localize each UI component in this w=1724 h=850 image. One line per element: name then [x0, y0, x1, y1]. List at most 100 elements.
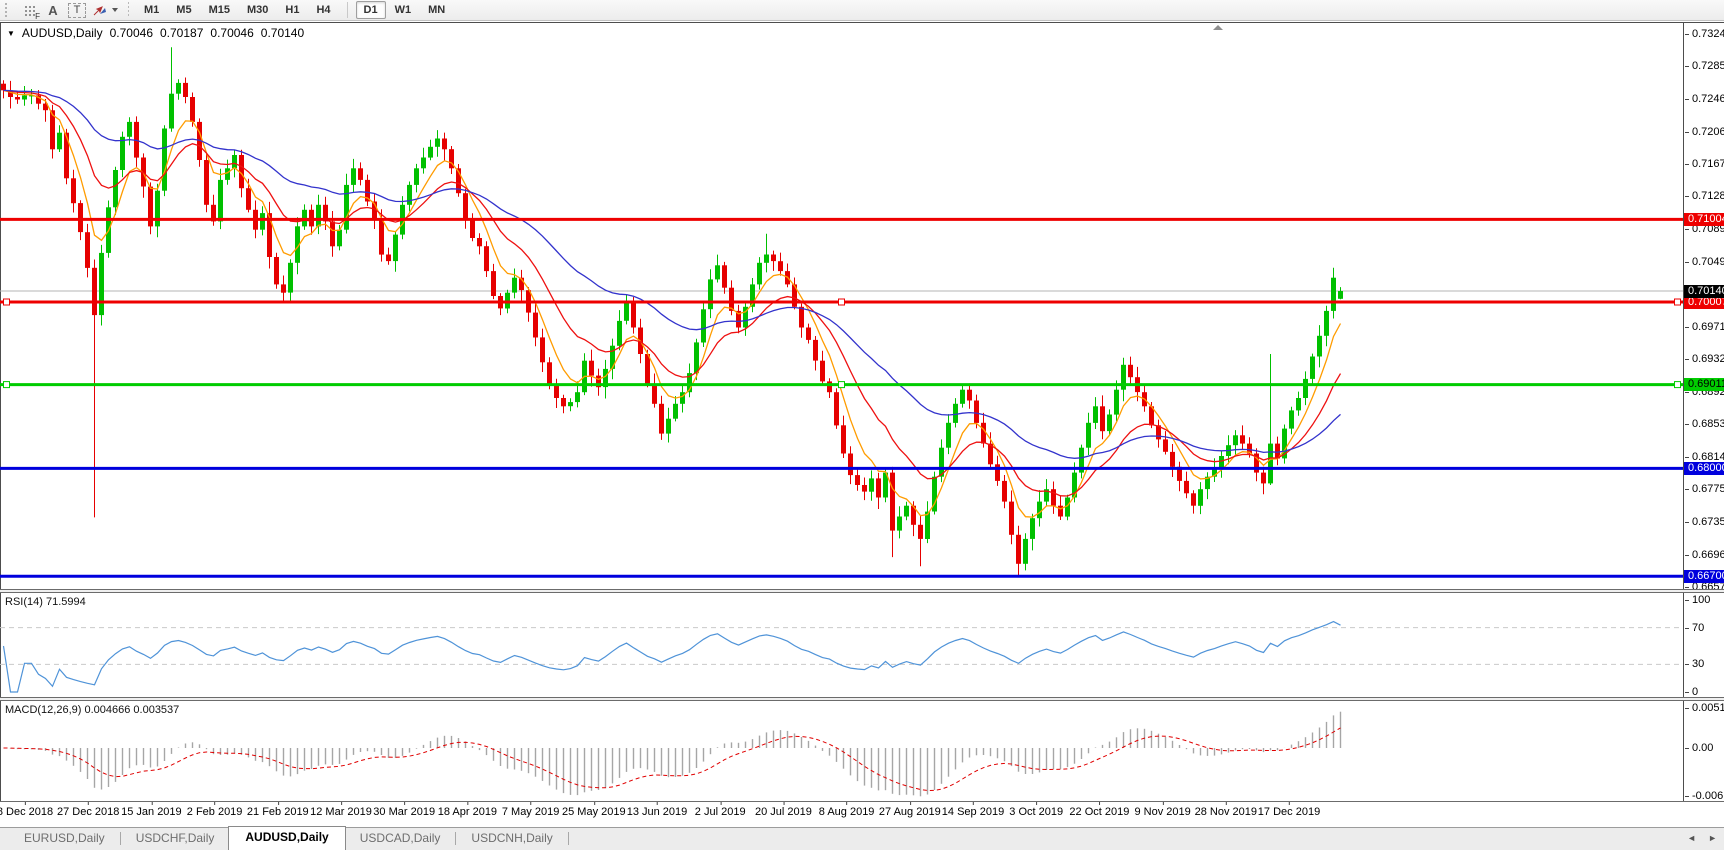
tab-usdcnh-daily[interactable]: USDCNH,Daily — [471, 831, 553, 845]
macd-tick-label: -0.006153 — [1684, 790, 1724, 803]
tf-button-d1[interactable]: D1 — [355, 1, 386, 19]
rsi-tick-label: 100 — [1684, 594, 1724, 607]
macd-tick-label: 0.005181 — [1684, 702, 1724, 715]
date-tick-label: 20 Jul 2019 — [754, 801, 812, 818]
tab-separator — [119, 832, 121, 845]
date-tick-label: 2 Feb 2019 — [186, 801, 243, 818]
macd-pane[interactable] — [0, 701, 1683, 801]
date-tick-label: 27 Dec 2018 — [56, 801, 120, 818]
date-tick-label: 8 Dec 2018 — [0, 801, 53, 818]
tab-audusd-daily[interactable]: AUDUSD,Daily — [228, 826, 346, 850]
text-a-icon[interactable]: A — [48, 2, 58, 18]
ohlc-high: 0.70187 — [160, 26, 204, 40]
tf-button-m15[interactable]: M15 — [208, 4, 230, 16]
tab-eurusd-daily[interactable]: EURUSD,Daily — [24, 831, 105, 845]
date-tick-label: 30 Mar 2019 — [373, 801, 436, 818]
tab-separator — [455, 832, 457, 845]
date-tick-label: 17 Dec 2019 — [1257, 801, 1321, 818]
pane-separator[interactable] — [0, 589, 1724, 593]
date-tick-label: 7 May 2019 — [501, 801, 560, 818]
tf-button-w1[interactable]: W1 — [394, 4, 412, 16]
date-tick-label: 12 Mar 2019 — [310, 801, 372, 818]
price-badge-level: 0.70007 — [1684, 295, 1724, 309]
price-badge-current: 0.70140 — [1684, 284, 1724, 298]
tab-scroll-left-button[interactable]: ◄ — [1687, 833, 1697, 843]
symbol-tabs: EURUSD,Daily USDCHF,Daily AUDUSD,Daily USDC… — [0, 826, 1724, 850]
tab-separator — [567, 832, 569, 845]
rsi-tick-label: 70 — [1684, 622, 1724, 635]
timeframe-bar: M1 M5 M15 M30 H1 H4 D1 W1 MN — [136, 1, 453, 19]
macd-label: MACD(12,26,9) 0.004666 0.003537 — [5, 704, 180, 716]
date-tick-label: 15 Jan 2019 — [121, 801, 182, 818]
tab-scrollbar: ◄ ► — [1687, 833, 1717, 843]
date-axis[interactable]: 8 Dec 2018 27 Dec 2018 15 Jan 2019 2 Feb 20… — [0, 801, 1683, 825]
rsi-tick-label: 30 — [1684, 658, 1724, 671]
dropdown-caret-icon[interactable] — [112, 8, 118, 12]
symbol-label: AUDUSD,Daily — [21, 26, 103, 40]
timeframe-separator — [346, 2, 348, 18]
price-badge-level: 0.71004 — [1684, 212, 1724, 226]
rsi-pane[interactable] — [0, 593, 1683, 697]
macd-tick-label: 0.00 — [1684, 742, 1724, 755]
ohlc-low: 0.70046 — [210, 26, 254, 40]
collapse-icon[interactable]: ▼ — [7, 28, 15, 38]
ohlc-open: 0.70046 — [109, 26, 153, 40]
price-badge-level: 0.68000 — [1684, 461, 1724, 475]
price-badge-level: 0.69011 — [1684, 378, 1724, 392]
date-tick-label: 22 Oct 2019 — [1069, 801, 1130, 818]
date-tick-label: 9 Nov 2019 — [1134, 801, 1191, 818]
rsi-label: RSI(14) 71.5994 — [5, 596, 86, 608]
date-tick-label: 21 Feb 2019 — [246, 801, 309, 818]
tf-button-m1[interactable]: M1 — [144, 4, 160, 16]
tab-scroll-right-button[interactable]: ► — [1708, 833, 1717, 843]
tab-usdchf-daily[interactable]: USDCHF,Daily — [135, 831, 215, 845]
price-axis-border — [1683, 23, 1684, 801]
toolbar-grip[interactable] — [5, 3, 11, 17]
date-tick-label: 28 Nov 2019 — [1194, 801, 1257, 818]
price-badge-level: 0.66700 — [1684, 569, 1724, 583]
date-tick-label: 27 Aug 2019 — [878, 801, 941, 818]
arrows-glyph — [93, 6, 106, 16]
toolbar: F A T M1 M5 M15 M30 H1 H4 D1 W1 MN — [0, 0, 1724, 21]
main-chart-pane[interactable] — [0, 23, 1683, 589]
pane-separator[interactable] — [0, 697, 1724, 701]
date-tick-label: 25 May 2019 — [561, 801, 626, 818]
chart-title: ▼ AUDUSD,Daily 0.70046 0.70187 0.70046 0… — [7, 26, 304, 40]
date-tick-label: 13 Jun 2019 — [626, 801, 688, 818]
date-tick-label: 14 Sep 2019 — [941, 801, 1005, 818]
grid-f-icon[interactable]: F — [20, 2, 40, 21]
macd-bottom-border — [0, 801, 1724, 802]
text-box-icon[interactable]: T — [68, 2, 86, 18]
date-tick-label: 8 Aug 2019 — [818, 801, 875, 818]
tf-button-h4[interactable]: H4 — [316, 4, 331, 16]
date-tick-label: 2 Jul 2019 — [694, 801, 746, 818]
tf-button-m30[interactable]: M30 — [246, 4, 269, 16]
tf-button-mn[interactable]: MN — [428, 4, 446, 16]
chart-window: ▼ AUDUSD,Daily 0.70046 0.70187 0.70046 0… — [0, 22, 1724, 850]
date-tick-label: 3 Oct 2019 — [1009, 801, 1064, 818]
dots-grid-icon — [22, 3, 36, 17]
tf-button-m5[interactable]: M5 — [176, 4, 192, 16]
date-tick-label: 18 Apr 2019 — [437, 801, 498, 818]
draw-arrows-icon[interactable] — [92, 2, 118, 19]
tf-button-h1[interactable]: H1 — [285, 4, 300, 16]
symbol-tab-bar: EURUSD,Daily USDCHF,Daily AUDUSD,Daily USDC… — [0, 826, 1724, 850]
grid-f-label: F — [35, 11, 40, 21]
rsi-tick-label: 0 — [1684, 686, 1724, 699]
toolbar-separator — [128, 2, 129, 18]
tab-usdcad-daily[interactable]: USDCAD,Daily — [359, 831, 441, 845]
